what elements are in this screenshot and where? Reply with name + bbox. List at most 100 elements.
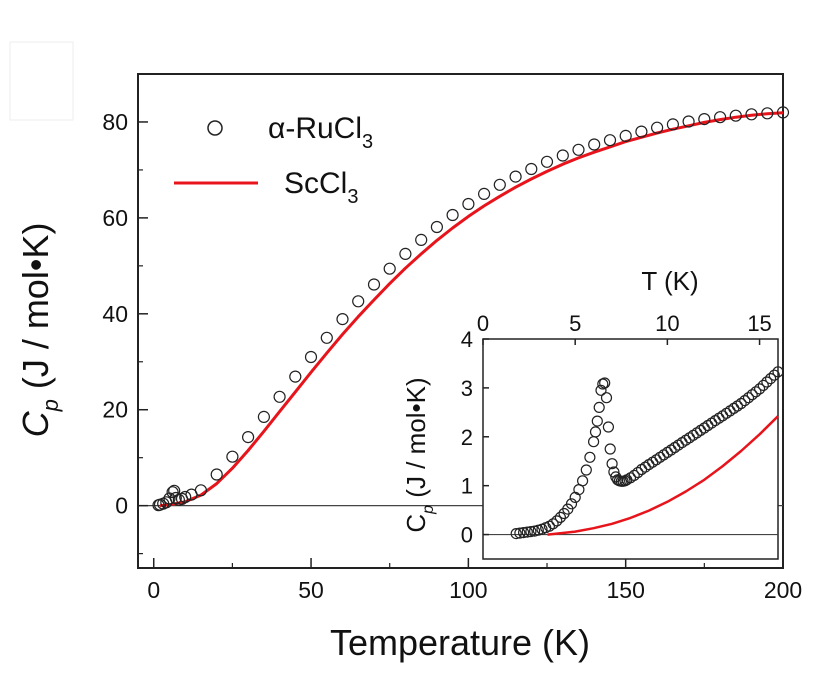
main-y-tick-label: 0 (115, 493, 128, 519)
inset-data-point-rucl3 (628, 469, 640, 481)
main-data-point-rucl3 (336, 313, 349, 326)
main-data-point-rucl3 (430, 220, 443, 234)
inset-data-point-rucl3 (554, 511, 567, 524)
inset-y-tick-label: 1 (461, 474, 473, 499)
main-data-point-rucl3 (713, 111, 727, 124)
main-data-point-rucl3 (289, 370, 302, 383)
inset-data-point-rucl3 (772, 366, 784, 378)
main-data-point-rucl3 (588, 138, 601, 151)
inset-data-point-rucl3 (761, 376, 773, 388)
inset-data-point-rucl3 (565, 498, 578, 510)
legend-label-rucl3-main: α-RuCl (268, 112, 362, 145)
main-data-point-rucl3 (226, 450, 239, 463)
main-data-point-rucl3 (745, 108, 758, 121)
main-y-tick-label: 80 (102, 109, 128, 135)
inset-data-point-rucl3 (521, 526, 533, 538)
inset-data-point-rucl3 (593, 401, 605, 413)
inset-data-point-rucl3 (739, 395, 751, 407)
main-y-tick-label: 60 (102, 205, 128, 231)
y-axis-title-sub: p (38, 399, 63, 412)
svg-text:Cp (J / mol•K): Cp (J / mol•K) (401, 377, 437, 532)
inset-y-tick-label: 2 (461, 425, 473, 450)
main-plot-frame (137, 73, 784, 569)
main-data-point-rucl3 (666, 118, 680, 131)
inset-data-point-rucl3 (551, 515, 563, 527)
main-data-point-rucl3 (367, 278, 381, 291)
legend-label-sccl3-main: ScCl (284, 167, 347, 200)
inset-plot-frame (482, 338, 779, 560)
main-data-point-rucl3 (556, 149, 569, 162)
legend-label-rucl3: α-RuCl3 (268, 112, 373, 153)
main-data-point-rucl3 (650, 121, 664, 134)
inset-y-tick-label: 3 (461, 376, 473, 401)
main-x-tick-label: 100 (449, 577, 487, 603)
main-data-point-rucl3 (682, 115, 695, 128)
legend-marker-open-circle (207, 120, 223, 136)
main-data-point-rucl3 (179, 490, 192, 504)
inset-data-point-rucl3 (600, 392, 613, 404)
legend-label-rucl3-sub: 3 (362, 131, 373, 153)
inset-axis-ticks: 0 5 10 15 0 1 2 3 4 (461, 311, 772, 548)
main-series-line-sccl3 (159, 111, 784, 508)
main-data-point-rucl3 (194, 484, 207, 497)
main-data-point-rucl3 (304, 350, 318, 364)
inset-y-tick-label: 0 (461, 523, 473, 548)
inset-data-point-rucl3 (584, 451, 596, 463)
main-data-point-rucl3 (619, 129, 632, 142)
main-data-point-rucl3 (415, 233, 428, 246)
main-data-point-rucl3 (525, 162, 538, 176)
inset-x-tick-label: 10 (655, 311, 679, 336)
inset-data-point-rucl3 (589, 426, 602, 438)
main-data-point-rucl3 (761, 107, 774, 120)
main-data-point-rucl3 (635, 125, 648, 138)
inset-data-point-rucl3 (604, 443, 616, 455)
main-data-point-rucl3 (320, 331, 333, 344)
inset-data-point-rucl3 (514, 527, 526, 539)
main-x-tick-label: 0 (147, 577, 160, 603)
legend: α-RuCl3 ScCl3 (174, 112, 373, 208)
inset-x-axis-title: T (K) (641, 266, 698, 296)
svg-text:Cp (J / mol•K): Cp (J / mol•K) (15, 223, 63, 438)
inset-data-point-rucl3 (735, 397, 747, 410)
main-data-point-rucl3 (478, 187, 491, 200)
inset-series-layer (510, 366, 784, 540)
panel-label-box (9, 41, 74, 121)
main-data-point-rucl3 (446, 208, 459, 222)
main-data-point-rucl3 (169, 491, 182, 505)
main-data-point-rucl3 (257, 410, 270, 423)
main-data-point-rucl3 (352, 295, 365, 308)
inset-data-point-rucl3 (525, 525, 537, 538)
inset-data-point-rucl3 (517, 526, 530, 539)
main-series-layer (152, 106, 790, 512)
main-data-point-rucl3 (509, 170, 522, 183)
main-data-point-rucl3 (462, 197, 475, 211)
inset-data-point-rucl3 (757, 379, 769, 391)
y-axis-title-main: C (15, 410, 56, 437)
main-x-tick-label: 150 (606, 577, 644, 603)
main-data-point-rucl3 (210, 468, 223, 481)
inset-data-point-rucl3 (591, 415, 603, 427)
inset-y-tick-label: 4 (461, 327, 473, 352)
main-data-point-rucl3 (729, 109, 742, 122)
inset-x-tick-label: 0 (477, 311, 489, 336)
inset-data-point-rucl3 (768, 369, 780, 381)
inset-y-axis-title-sub: p (420, 505, 437, 515)
main-x-tick-label: 50 (298, 577, 324, 603)
inset-data-point-rucl3 (750, 386, 762, 398)
inset-data-point-rucl3 (632, 466, 644, 479)
inset-data-point-rucl3 (580, 464, 592, 476)
inset-data-point-rucl3 (606, 458, 618, 470)
inset-data-point-rucl3 (764, 373, 777, 385)
y-axis-title: Cp (J / mol•K) (15, 223, 63, 438)
main-data-point-rucl3 (383, 262, 396, 275)
inset-data-point-rucl3 (547, 518, 559, 530)
main-data-point-rucl3 (698, 112, 711, 126)
main-data-point-rucl3 (242, 431, 255, 444)
inset-data-point-rucl3 (602, 421, 615, 433)
main-data-point-rucl3 (603, 134, 617, 147)
legend-label-sccl3-sub: 3 (347, 186, 358, 208)
main-data-point-rucl3 (399, 247, 412, 260)
y-axis-title-units: (J / mol•K) (15, 223, 56, 400)
